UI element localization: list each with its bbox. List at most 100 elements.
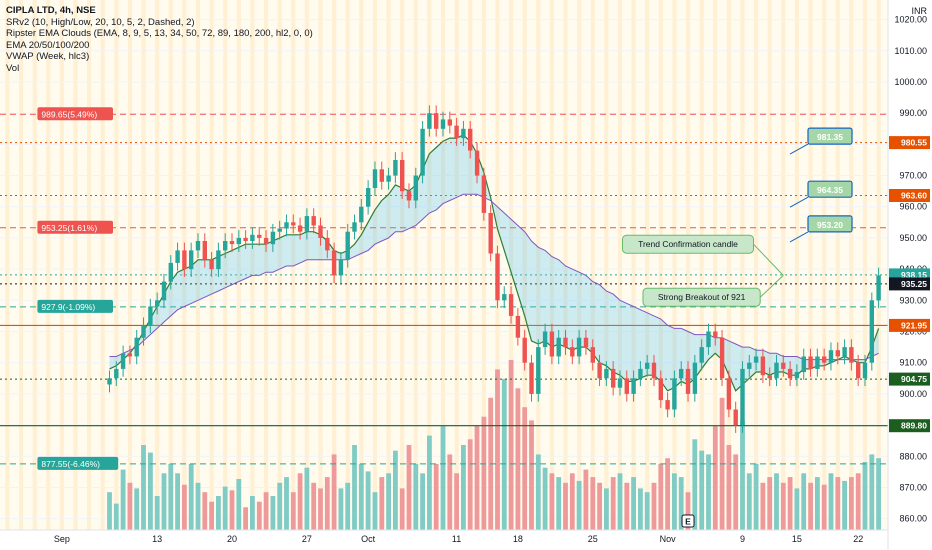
candle-body	[127, 353, 133, 357]
level-label[interactable]: 989.65(5.49%)	[37, 107, 113, 121]
candle-body	[658, 378, 663, 401]
candle	[713, 323, 718, 346]
candle	[270, 223, 276, 252]
volume-bar	[760, 482, 766, 530]
volume-bar	[148, 452, 153, 530]
level-label[interactable]: 877.55(-6.46%)	[37, 456, 119, 470]
candle-body	[651, 362, 657, 379]
candle-body	[801, 356, 806, 373]
price-axis-tag[interactable]: 963.60	[889, 189, 930, 202]
candle	[767, 367, 772, 387]
price-axis-tag-text: 980.55	[901, 138, 927, 148]
annotation[interactable]: Trend Confirmation candle	[622, 234, 784, 276]
session-band	[32, 0, 37, 530]
volume-bar	[590, 477, 596, 530]
session-band	[304, 0, 309, 530]
indicator-ripster-ema-clouds[interactable]: Ripster EMA Clouds (EMA, 8, 9, 5, 13, 34…	[6, 28, 313, 40]
candle-body	[672, 378, 677, 410]
target-label[interactable]: 981.35	[789, 127, 853, 155]
candle-body	[822, 356, 827, 363]
candle-body	[223, 241, 228, 251]
volume-bar	[188, 463, 194, 530]
session-band	[590, 0, 595, 530]
volume-bar	[712, 426, 718, 530]
volume-bar	[842, 480, 847, 530]
candle-body	[515, 315, 521, 338]
event-marker-text: E	[685, 517, 691, 527]
candle-body	[427, 113, 432, 129]
price-axis[interactable]: INR860.00870.00880.00890.00900.00910.009…	[887, 0, 932, 550]
candle-body	[856, 362, 861, 379]
session-band	[372, 0, 377, 530]
candle-body	[536, 347, 541, 394]
session-band	[400, 0, 405, 530]
candle-body	[270, 231, 276, 245]
candle	[645, 354, 650, 377]
indicator-ema[interactable]: EMA 20/50/100/200	[6, 39, 90, 51]
candle-body	[229, 241, 235, 245]
candle	[699, 339, 704, 371]
session-band	[386, 0, 391, 530]
candle-body	[876, 275, 881, 301]
volume-bar	[154, 496, 160, 530]
volume-bar	[474, 426, 480, 530]
level-label[interactable]: 953.25(1.61%)	[37, 220, 113, 234]
volume-bar	[726, 445, 732, 530]
time-tick-label: 22	[853, 534, 863, 544]
volume-bar	[849, 477, 854, 530]
event-marker-box	[681, 514, 695, 528]
candle-body	[209, 259, 214, 270]
volume-bar	[706, 454, 711, 530]
candle	[753, 348, 759, 371]
volume-bar	[324, 477, 330, 530]
candle	[155, 292, 160, 315]
price-axis-tag[interactable]: 889.80	[889, 419, 930, 433]
price-tick-label: 900.00	[899, 389, 927, 399]
candle-body	[277, 228, 282, 232]
indicator-volume[interactable]: Vol	[6, 62, 20, 74]
candle	[495, 245, 500, 309]
volume-bar	[685, 492, 691, 530]
candle-body	[611, 368, 616, 388]
target-pointer	[789, 143, 809, 155]
price-axis-tag[interactable]: 904.75	[889, 372, 930, 386]
candle-body	[508, 294, 514, 316]
candle-body	[195, 241, 201, 251]
candle-body	[352, 222, 357, 232]
price-axis-tag[interactable]: 921.95	[889, 318, 930, 332]
candle-body	[189, 250, 194, 270]
price-axis-tag-text: 938.15	[901, 270, 927, 280]
candle	[304, 208, 310, 240]
volume-bar	[447, 454, 453, 530]
session-band	[195, 0, 200, 530]
target-label[interactable]: 964.35	[789, 180, 853, 208]
candle	[284, 214, 289, 237]
session-band	[318, 0, 323, 530]
volume-bar	[406, 445, 412, 530]
price-axis-tag[interactable]: 935.25	[889, 277, 930, 291]
annotation[interactable]: Strong Breakout of 921	[642, 275, 784, 307]
candle	[461, 120, 466, 146]
indicator-srv2[interactable]: SRv2 (10, High/Low, 20, 10, 5, 2, Dashed…	[6, 16, 195, 28]
candle-body	[597, 362, 602, 379]
symbol-title[interactable]: CIPLA LTD, 4h, NSE	[6, 5, 96, 16]
volume-bar	[869, 454, 875, 530]
earnings-event-marker[interactable]: E	[681, 514, 695, 528]
candle-body	[325, 237, 330, 251]
price-axis-tag[interactable]: 980.55	[889, 136, 930, 150]
candle-body	[243, 237, 248, 241]
indicator-vwap[interactable]: VWAP (Week, hlc3)	[6, 51, 90, 63]
volume-bar	[127, 482, 133, 530]
time-tick-label: 11	[452, 534, 461, 544]
time-axis[interactable]: Sep 13 20 27 Oct 11 18 25 Nov 9 15 22	[0, 529, 888, 544]
target-label[interactable]: 953.20	[789, 215, 853, 243]
candle	[658, 370, 663, 408]
candle-body	[168, 262, 173, 282]
level-label[interactable]: 927.9(-1.09%)	[37, 299, 113, 313]
candle-body	[542, 331, 548, 348]
candle	[488, 205, 493, 262]
candle	[672, 370, 677, 418]
candle-body	[474, 150, 480, 176]
volume-bar	[780, 482, 786, 530]
